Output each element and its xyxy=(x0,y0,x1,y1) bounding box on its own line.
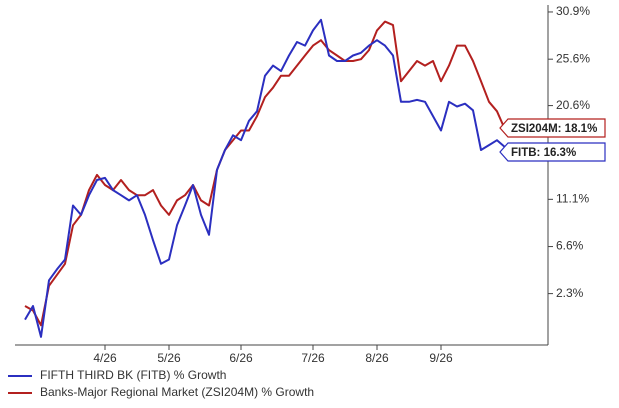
end-label: ZSI204M: 18.1% xyxy=(511,123,597,135)
series-line xyxy=(24,18,506,338)
legend-label: FIFTH THIRD BK (FITB) % Growth xyxy=(40,368,226,382)
end-label-box xyxy=(499,142,606,162)
y-tick-label: 20.6% xyxy=(556,98,590,112)
x-tick-label: 7/26 xyxy=(301,351,325,365)
x-tick-label: 4/26 xyxy=(93,351,117,365)
x-tick-label: 5/26 xyxy=(157,351,181,365)
y-tick-label: 2.3% xyxy=(556,286,584,300)
y-tick-label: 11.1% xyxy=(556,192,589,206)
x-tick-label: 6/26 xyxy=(229,351,253,365)
legend-label: Banks-Major Regional Market (ZSI204M) % … xyxy=(40,385,314,399)
y-tick-label: 30.9% xyxy=(556,4,590,18)
y-tick-label: 25.6% xyxy=(556,51,590,65)
y-tick-label: 6.6% xyxy=(556,239,584,253)
end-label: FITB: 16.3% xyxy=(511,147,576,159)
x-tick-label: 8/26 xyxy=(365,351,389,365)
end-label-box xyxy=(499,118,606,138)
series-line xyxy=(24,20,506,327)
x-tick-label: 9/26 xyxy=(429,351,453,365)
